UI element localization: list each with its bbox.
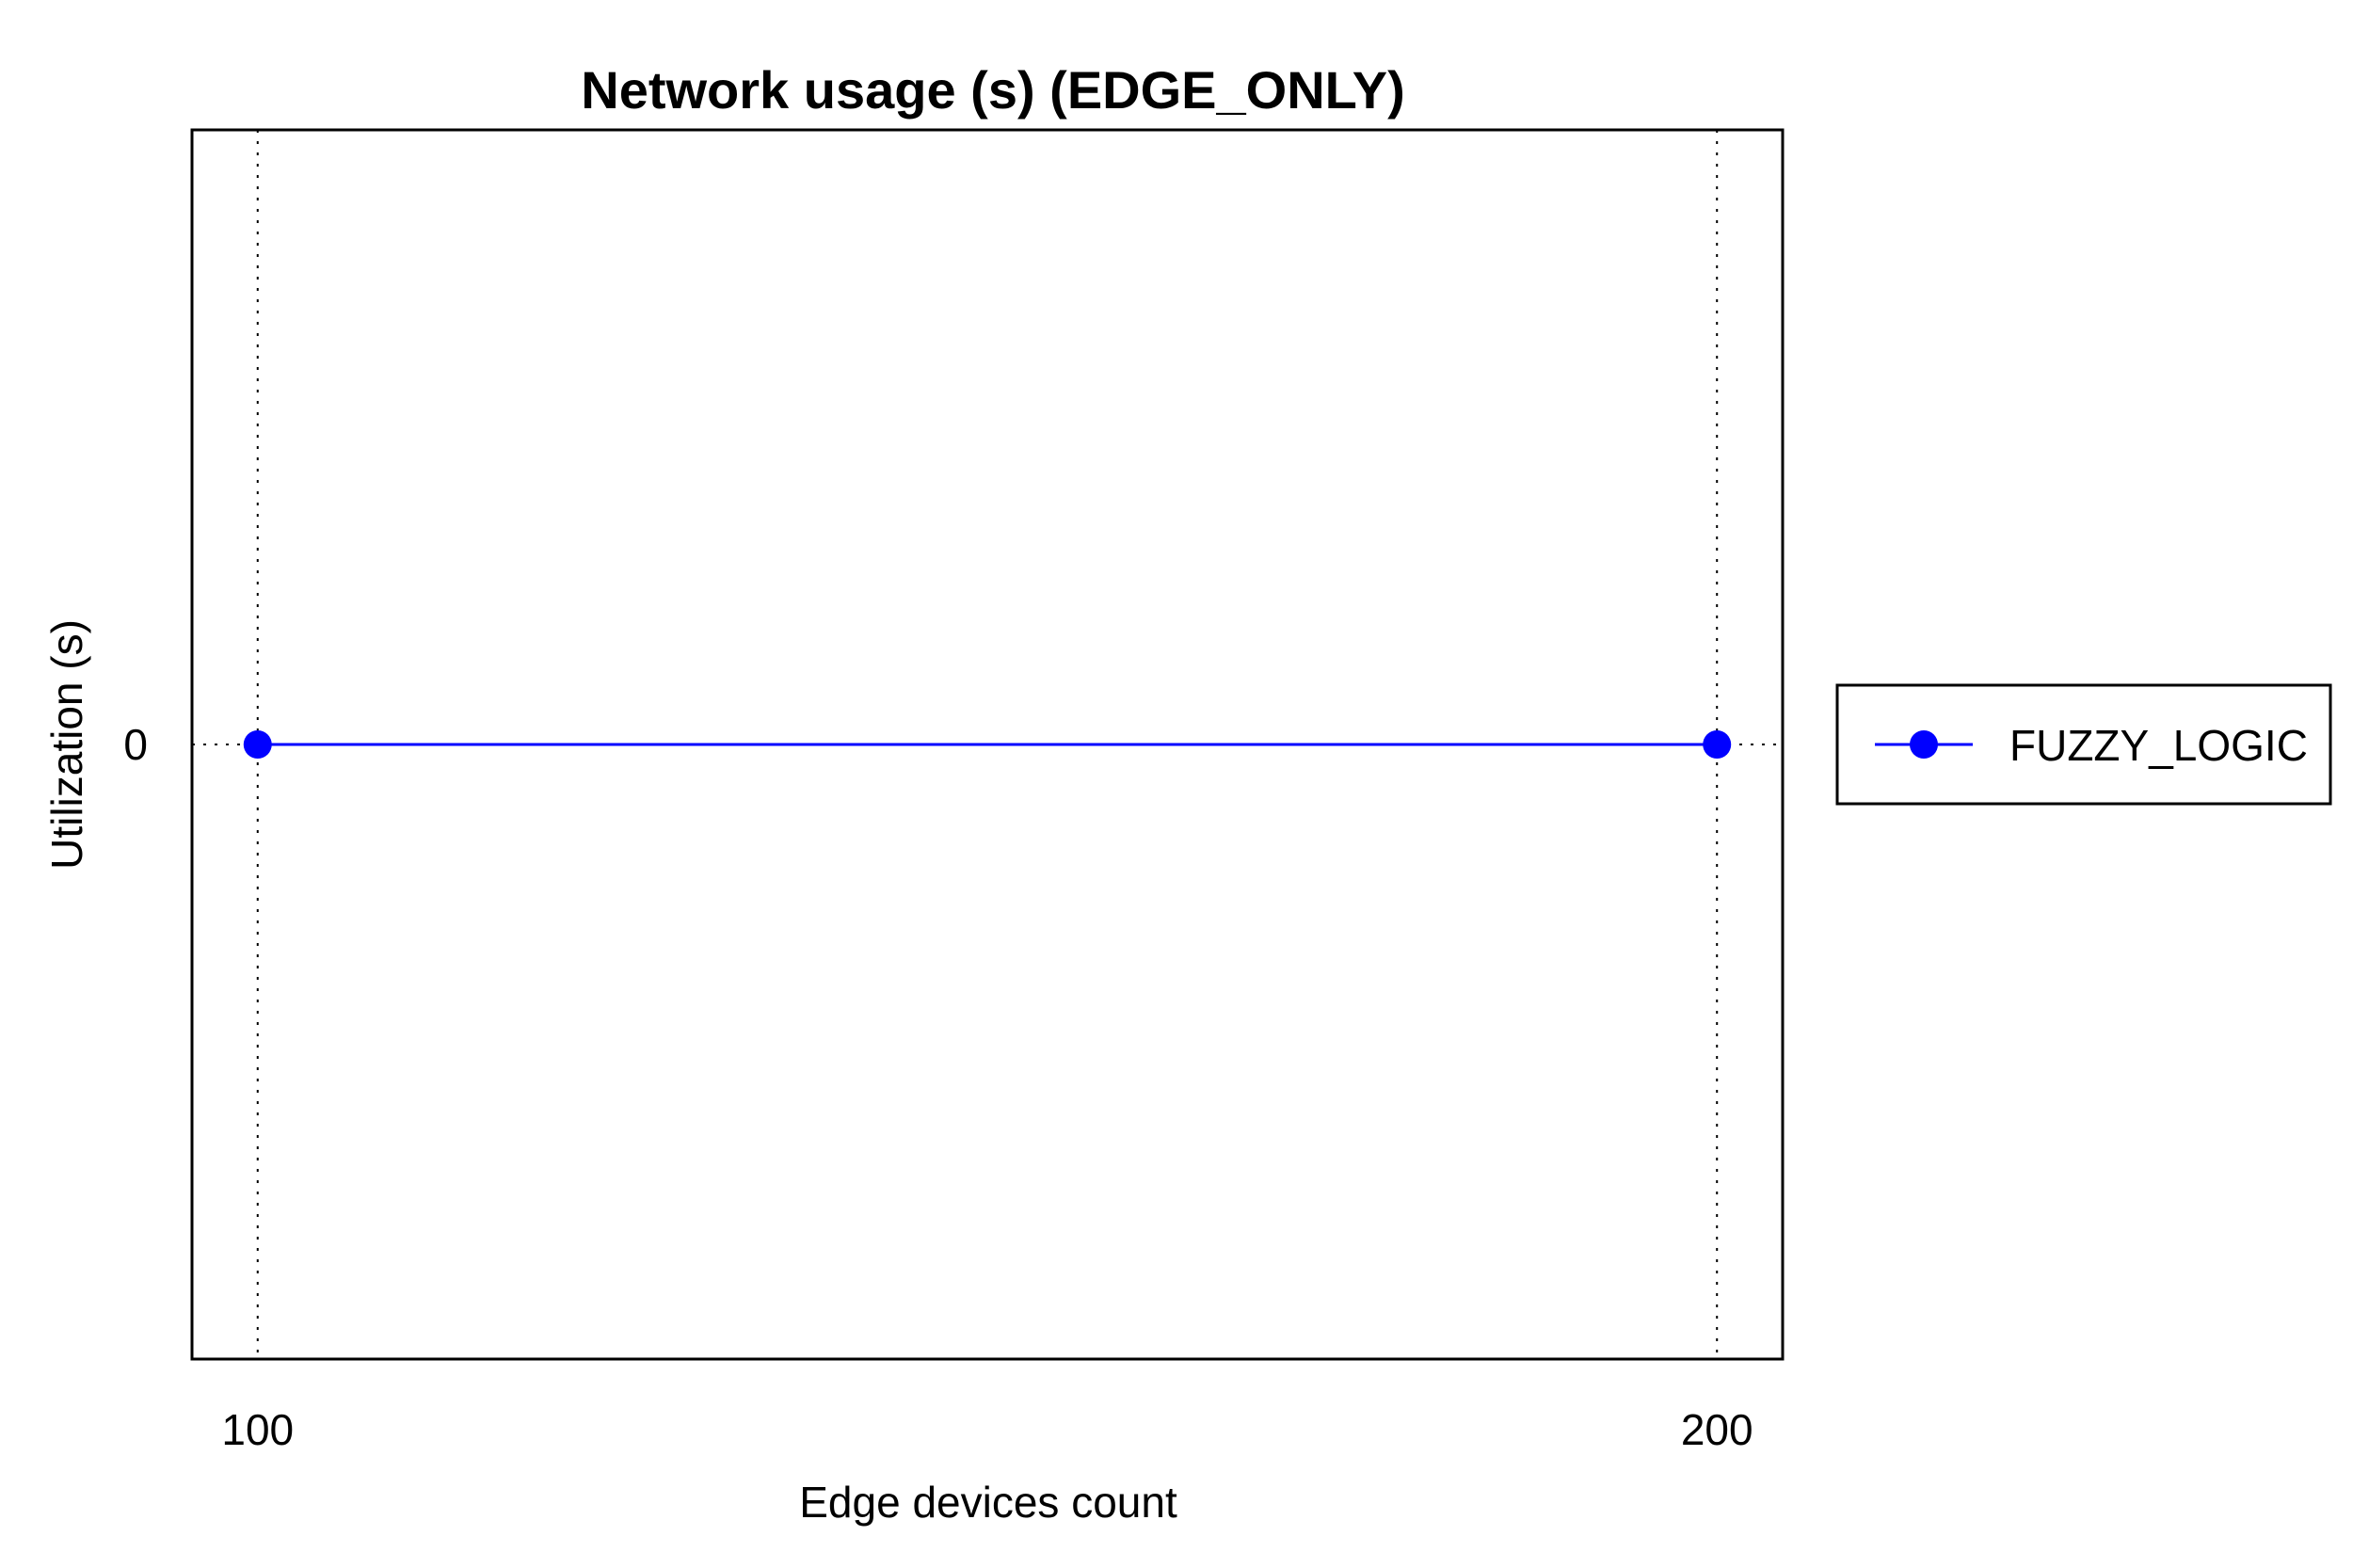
x-axis-label: Edge devices count [799,1478,1177,1527]
legend-marker-fuzzy-logic [1910,730,1938,759]
data-point-100 [243,730,272,759]
y-axis-label: Utilization (s) [42,619,91,870]
y-tick-labels: 0 [123,720,148,769]
legend: FUZZY_LOGIC [1835,683,2332,806]
x-tick-labels: 100 200 [221,1405,1753,1454]
x-grid [256,130,1719,1359]
plot-area [190,128,1785,1361]
y-tick-label-0: 0 [123,720,148,769]
x-tick-label-200: 200 [1681,1405,1753,1454]
legend-label-fuzzy-logic: FUZZY_LOGIC [2009,721,2308,770]
series-layer [243,730,1732,759]
chart-title: Network usage (s) (EDGE_ONLY) [581,60,1404,120]
data-point-200 [1703,730,1732,759]
x-tick-label-100: 100 [221,1405,294,1454]
